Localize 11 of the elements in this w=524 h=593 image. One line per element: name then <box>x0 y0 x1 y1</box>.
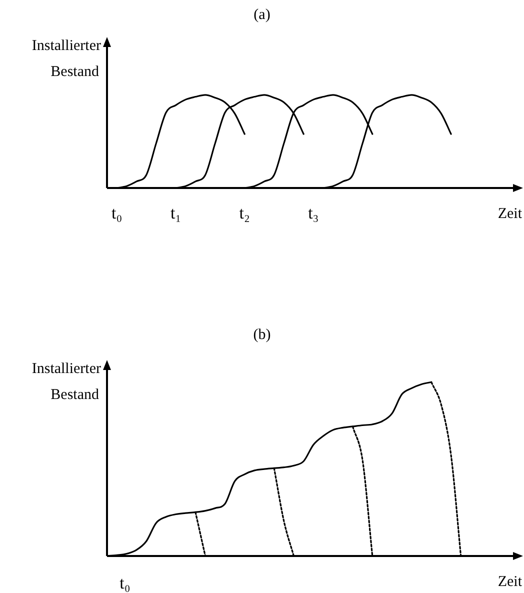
x-tick-label: t₂ <box>239 204 250 223</box>
text: t₀ <box>120 573 130 592</box>
x-axis-title: Zeit <box>498 206 523 222</box>
x-tick-label: t₃ <box>308 204 319 223</box>
chart-title: (b) <box>253 326 271 343</box>
y-axis-title: Installierter Bestand <box>32 38 101 80</box>
x-tick-label: t₁ <box>170 204 182 223</box>
y-axis-title: Installierter Bestand <box>32 360 101 403</box>
x-tick-label: t₀ <box>112 204 122 223</box>
chart-title: (a) <box>254 6 270 23</box>
x-axis-title: Zeit <box>498 574 523 590</box>
